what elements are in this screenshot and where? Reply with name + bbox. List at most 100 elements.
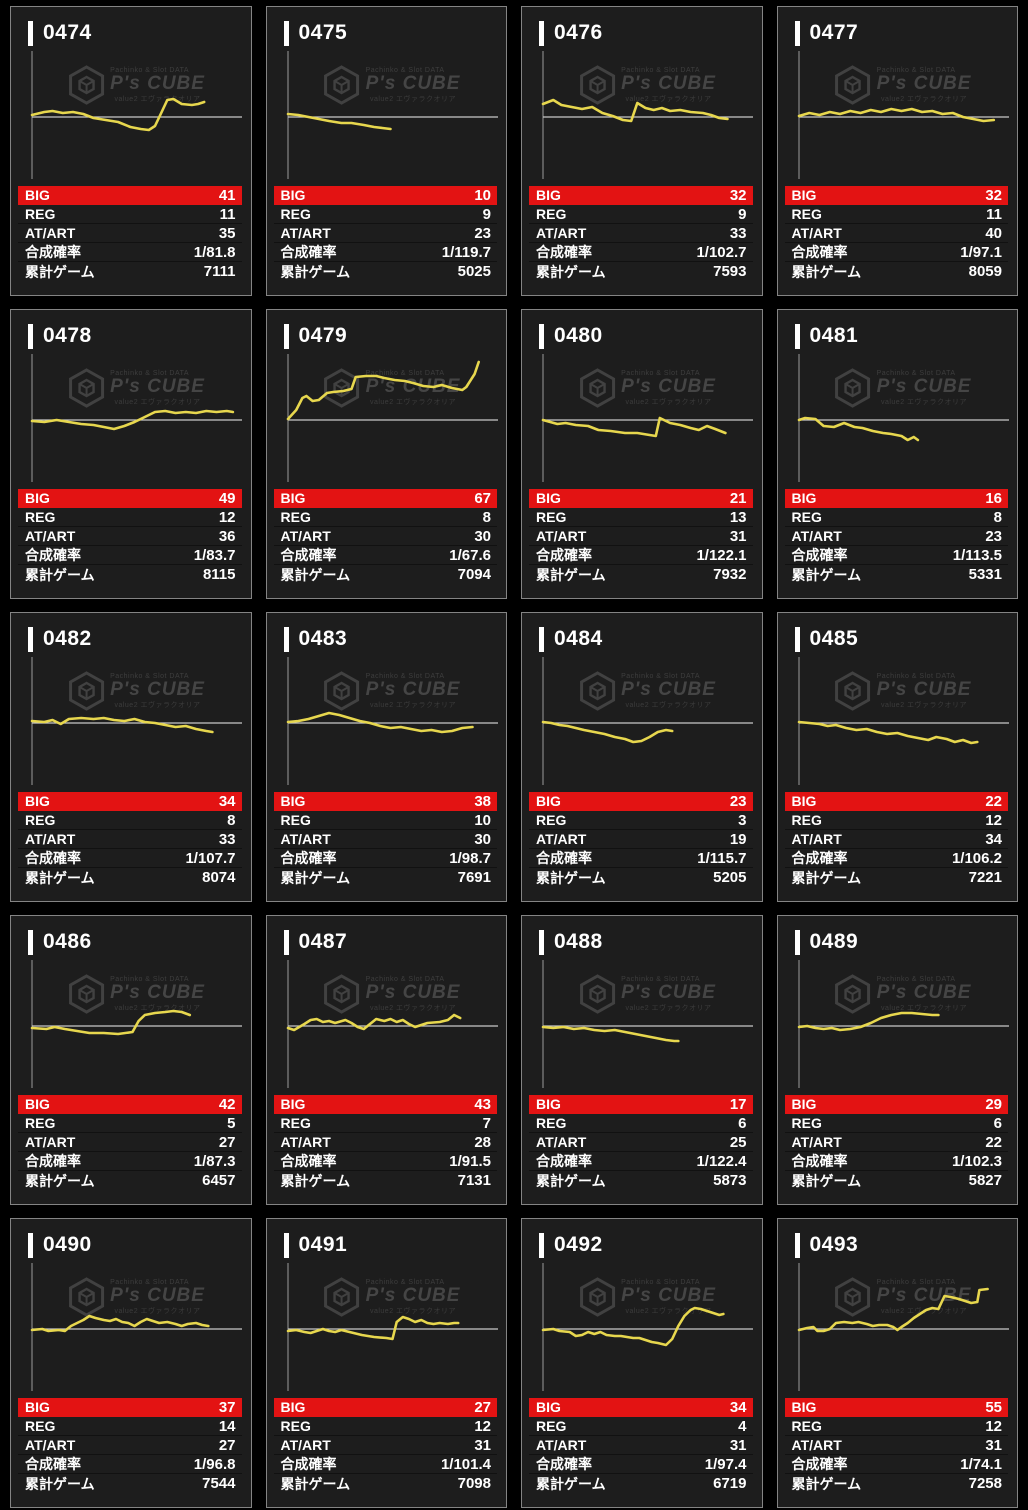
machine-panel[interactable]: 0490 Pachinko & Slot DATA P's CUBE value… xyxy=(10,1218,252,1508)
stat-value: 30 xyxy=(474,527,491,545)
machine-panel[interactable]: 0492 Pachinko & Slot DATA P's CUBE value… xyxy=(521,1218,763,1508)
stat-row: REG 6 xyxy=(529,1114,753,1133)
stat-row: 累計ゲーム 8074 xyxy=(18,868,242,887)
stat-value: 6 xyxy=(738,1114,747,1132)
stat-value: 34 xyxy=(218,792,236,810)
machine-panel[interactable]: 0486 Pachinko & Slot DATA P's CUBE value… xyxy=(10,915,252,1205)
machine-number: 0480 xyxy=(554,324,603,347)
machine-number: 0485 xyxy=(809,627,859,650)
stat-value: 27 xyxy=(474,1398,491,1416)
stat-label: 合成確率 xyxy=(791,1456,848,1472)
stat-label: AT/ART xyxy=(536,831,587,847)
stat-value: 4 xyxy=(738,1417,747,1435)
machine-panel[interactable]: 0484 Pachinko & Slot DATA P's CUBE value… xyxy=(521,612,763,902)
stat-value: 40 xyxy=(985,224,1002,242)
machine-panel[interactable]: 0493 Pachinko & Slot DATA P's CUBE value… xyxy=(776,1218,1018,1508)
stat-label: 合成確率 xyxy=(536,244,592,260)
stat-value: 12 xyxy=(985,811,1002,829)
machine-panel[interactable]: 0476 Pachinko & Slot DATA P's CUBE value… xyxy=(521,6,763,296)
title-bar-accent xyxy=(28,323,33,349)
stat-label: REG xyxy=(536,1115,567,1131)
stats-table: BIG 42 REG 5 AT/ART 27 合成確率 1/87.3 累計ゲーム 6457 xyxy=(18,1095,242,1190)
stat-value: 25 xyxy=(729,1133,747,1151)
title-bar-accent xyxy=(794,323,800,349)
machine-number: 0483 xyxy=(298,627,348,650)
machine-panel[interactable]: 0489 Pachinko & Slot DATA P's CUBE value… xyxy=(776,915,1018,1205)
machine-panel[interactable]: 0474 Pachinko & Slot DATA P's CUBE value… xyxy=(10,6,252,296)
machine-number: 0475 xyxy=(298,21,348,44)
machine-panel[interactable]: 0485 Pachinko & Slot DATA P's CUBE value… xyxy=(776,612,1018,902)
slump-line-plot xyxy=(286,354,498,482)
slump-chart: Pachinko & Slot DATA P's CUBE value2 エヴァ… xyxy=(284,354,499,482)
stat-row: AT/ART 19 xyxy=(529,830,753,849)
stat-row-big: BIG 37 xyxy=(18,1398,242,1417)
stat-row: AT/ART 33 xyxy=(529,224,753,243)
stat-label: AT/ART xyxy=(536,225,587,241)
stat-value: 5 xyxy=(227,1114,236,1132)
machine-panel[interactable]: 0483 Pachinko & Slot DATA P's CUBE value… xyxy=(265,612,507,902)
stat-label: 累計ゲーム xyxy=(280,1172,351,1189)
stat-value: 1/97.4 xyxy=(704,1455,747,1473)
stat-row: 合成確率 1/97.1 xyxy=(784,243,1008,262)
stat-label: 累計ゲーム xyxy=(280,263,351,280)
stat-row: REG 7 xyxy=(273,1114,497,1133)
slump-line-plot xyxy=(797,1263,1009,1391)
stat-label: AT/ART xyxy=(25,225,76,241)
slump-chart: Pachinko & Slot DATA P's CUBE value2 エヴァ… xyxy=(795,657,1010,785)
stat-row: 累計ゲーム 8059 xyxy=(785,262,1009,281)
slump-chart: Pachinko & Slot DATA P's CUBE value2 エヴァ… xyxy=(795,51,1010,179)
machine-number: 0486 xyxy=(43,930,92,953)
machine-panel[interactable]: 0481 Pachinko & Slot DATA P's CUBE value… xyxy=(776,309,1018,599)
stat-row: 累計ゲーム 5025 xyxy=(274,262,498,281)
stat-row: 累計ゲーム 7111 xyxy=(18,262,242,281)
stat-row: 累計ゲーム 7131 xyxy=(274,1171,498,1190)
stat-value: 7258 xyxy=(968,1475,1002,1492)
stat-value: 1/97.1 xyxy=(960,243,1002,261)
stats-table: BIG 32 REG 9 AT/ART 33 合成確率 1/102.7 累計ゲーム 7593 xyxy=(529,186,753,281)
stat-row: 合成確率 1/102.7 xyxy=(529,243,753,262)
stat-value: 1/98.7 xyxy=(449,849,491,867)
stat-label: BIG xyxy=(280,490,306,506)
machine-title: 0482 xyxy=(28,626,92,652)
machine-title: 0477 xyxy=(794,20,859,46)
stat-value: 8074 xyxy=(202,869,236,886)
stat-value: 5205 xyxy=(713,869,747,886)
stat-value: 12 xyxy=(218,508,236,526)
machine-panel[interactable]: 0487 Pachinko & Slot DATA P's CUBE value… xyxy=(265,915,507,1205)
machine-title: 0488 xyxy=(539,929,603,955)
stat-label: 累計ゲーム xyxy=(791,566,862,583)
slump-line-plot xyxy=(30,1263,242,1391)
stat-row: 合成確率 1/81.8 xyxy=(18,243,242,262)
machine-panel[interactable]: 0479 Pachinko & Slot DATA P's CUBE value… xyxy=(265,309,507,599)
stat-row: AT/ART 30 xyxy=(273,830,497,849)
stat-label: 累計ゲーム xyxy=(25,263,95,280)
stat-label: AT/ART xyxy=(25,831,76,847)
stat-label: BIG xyxy=(280,1399,306,1415)
stat-row: REG 8 xyxy=(784,508,1008,527)
stat-row-big: BIG 42 xyxy=(18,1095,242,1114)
machine-panel[interactable]: 0488 Pachinko & Slot DATA P's CUBE value… xyxy=(521,915,763,1205)
stat-label: REG xyxy=(25,1115,56,1131)
machine-panel[interactable]: 0491 Pachinko & Slot DATA P's CUBE value… xyxy=(265,1218,507,1508)
stat-row-big: BIG 38 xyxy=(273,792,497,811)
stat-value: 31 xyxy=(729,527,747,545)
stat-label: REG xyxy=(791,1115,822,1131)
stat-label: BIG xyxy=(25,1399,50,1415)
machine-panel[interactable]: 0475 Pachinko & Slot DATA P's CUBE value… xyxy=(265,6,507,296)
stat-row: REG 9 xyxy=(273,205,497,224)
stat-row-big: BIG 43 xyxy=(273,1095,497,1114)
stat-value: 1/115.7 xyxy=(697,849,747,867)
machine-title: 0481 xyxy=(794,323,859,349)
machine-panel[interactable]: 0480 Pachinko & Slot DATA P's CUBE value… xyxy=(521,309,763,599)
slump-chart: Pachinko & Slot DATA P's CUBE value2 エヴァ… xyxy=(795,354,1010,482)
stat-row-big: BIG 10 xyxy=(273,186,497,205)
stat-value: 1/122.1 xyxy=(696,546,747,564)
machine-panel[interactable]: 0478 Pachinko & Slot DATA P's CUBE value… xyxy=(10,309,252,599)
machine-panel[interactable]: 0482 Pachinko & Slot DATA P's CUBE value… xyxy=(10,612,252,902)
machine-panel[interactable]: 0477 Pachinko & Slot DATA P's CUBE value… xyxy=(776,6,1018,296)
title-bar-accent xyxy=(283,20,289,46)
stat-row-big: BIG 17 xyxy=(529,1095,753,1114)
slump-line-plot xyxy=(541,51,753,179)
slump-line-plot xyxy=(797,657,1009,785)
stat-row: 合成確率 1/96.8 xyxy=(18,1455,242,1474)
